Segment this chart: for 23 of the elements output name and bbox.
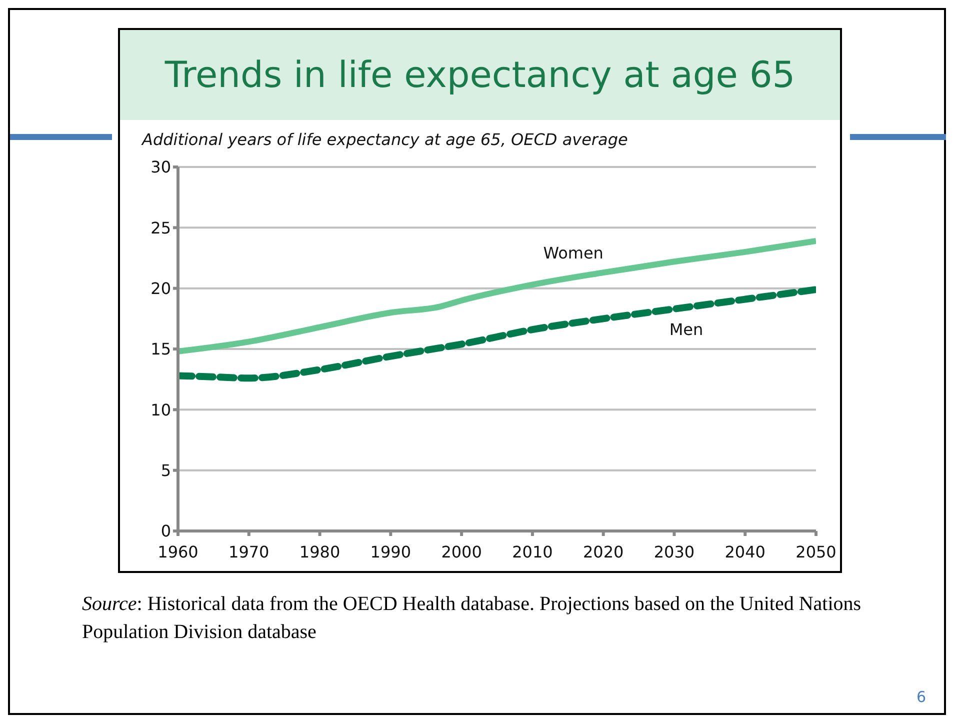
x-tick-label: 2040 — [724, 542, 766, 562]
chart-subtitle: Additional years of life expectancy at age 65, OECD average — [142, 130, 628, 149]
text: 6 — [916, 688, 926, 706]
x-tick-label: 2050 — [796, 542, 836, 562]
y-tick-label: 10 — [150, 400, 171, 420]
source-note: Source: Historical data from the OECD Health database. Projections based on the United Nations Population Division database — [82, 592, 862, 645]
series-label: Women — [543, 244, 604, 263]
series-label: Men — [669, 320, 704, 339]
x-tick-label: 2020 — [582, 542, 624, 562]
y-tick-label: 0 — [160, 522, 171, 541]
x-tick-label: 2000 — [441, 542, 482, 562]
y-tick-label: 30 — [150, 158, 171, 177]
x-tick-label: 1970 — [228, 542, 270, 562]
chart-title: Trends in life expectancy at age 65 — [120, 30, 840, 120]
x-tick-label: 1990 — [370, 542, 412, 562]
x-tick-label: 1960 — [158, 542, 198, 562]
x-tick-label: 2010 — [512, 542, 553, 562]
y-tick-label: 15 — [150, 340, 171, 359]
y-tick-label: 5 — [160, 461, 171, 480]
x-tick-label: 1980 — [299, 542, 340, 562]
y-tick-label: 25 — [150, 218, 171, 238]
y-tick-label: 20 — [150, 279, 171, 298]
x-tick-label: 2030 — [654, 542, 695, 562]
